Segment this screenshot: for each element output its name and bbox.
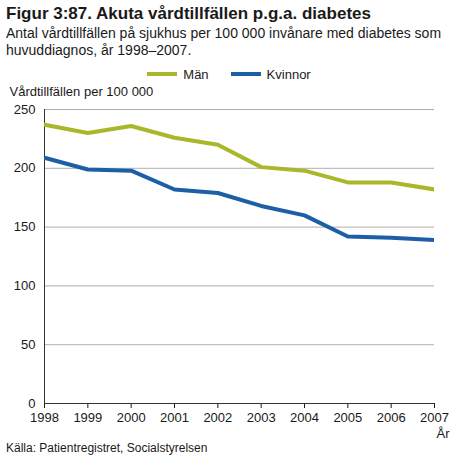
svg-text:2001: 2001 <box>160 410 189 425</box>
html-text:Kvinnor: Kvinnor <box>266 66 311 82</box>
svg-text:250: 250 <box>14 102 36 117</box>
svg-text:2004: 2004 <box>290 410 319 425</box>
svg-text:Vårdtillfällen per 100 000: Vårdtillfällen per 100 000 <box>10 84 154 99</box>
svg-text:2007: 2007 <box>420 410 449 425</box>
html-text:Antal vårdtillfällen på sjukhu: Antal vårdtillfällen på sjukhus per 100 … <box>6 25 441 58</box>
svg-text:År: År <box>437 426 451 441</box>
html-text:Källa: Patientregistret, Socia: Källa: Patientregistret, Socialstyrelsen <box>6 441 208 455</box>
svg-text:100: 100 <box>14 278 36 293</box>
svg-text:50: 50 <box>21 337 35 352</box>
svg-text:2002: 2002 <box>203 410 232 425</box>
svg-text:150: 150 <box>14 219 36 234</box>
svg-text:200: 200 <box>14 160 36 175</box>
html-text:Figur 3:87. Akuta vårdtillfäll: Figur 3:87. Akuta vårdtillfällen p.g.a. … <box>6 4 371 23</box>
svg-text:0: 0 <box>28 396 35 411</box>
svg-text:1998: 1998 <box>30 410 59 425</box>
svg-text:2003: 2003 <box>247 410 276 425</box>
svg-text:2000: 2000 <box>117 410 146 425</box>
svg-text:2005: 2005 <box>333 410 362 425</box>
svg-text:2006: 2006 <box>377 410 406 425</box>
html-text:Män: Män <box>183 66 209 82</box>
svg-text:1999: 1999 <box>73 410 102 425</box>
